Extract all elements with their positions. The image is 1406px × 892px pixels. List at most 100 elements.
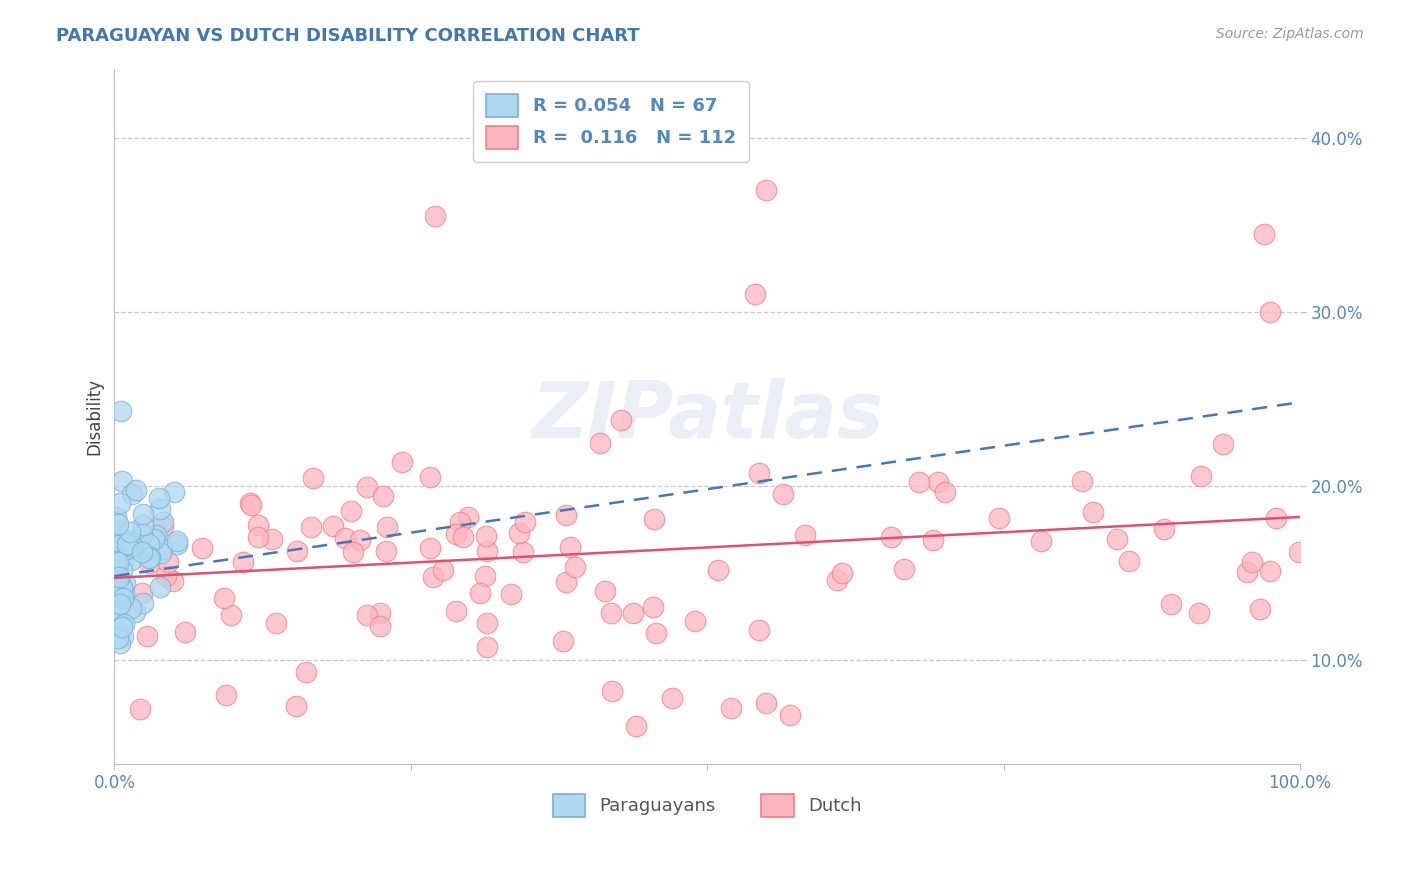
Point bbox=[115, 537, 138, 551]
Point bbox=[624, 718, 647, 732]
Point bbox=[368, 618, 391, 632]
Point bbox=[501, 587, 523, 601]
Point bbox=[108, 569, 131, 583]
Point bbox=[512, 545, 534, 559]
Point bbox=[1249, 602, 1271, 616]
Point bbox=[105, 530, 128, 544]
Point bbox=[551, 634, 574, 648]
Point bbox=[150, 541, 173, 556]
Point bbox=[247, 518, 270, 533]
Point bbox=[422, 570, 444, 584]
Point bbox=[1118, 554, 1140, 568]
Point bbox=[132, 596, 155, 610]
Point bbox=[105, 585, 128, 599]
Point bbox=[934, 484, 956, 499]
Point bbox=[111, 563, 134, 577]
Point bbox=[107, 632, 129, 646]
Point bbox=[1107, 532, 1129, 546]
Point bbox=[124, 606, 146, 620]
Point bbox=[589, 436, 612, 450]
Point bbox=[475, 529, 498, 543]
Point bbox=[166, 533, 188, 548]
Point bbox=[107, 555, 129, 569]
Point bbox=[108, 538, 131, 552]
Point bbox=[104, 607, 127, 622]
Point bbox=[744, 287, 766, 301]
Point bbox=[707, 563, 730, 577]
Point bbox=[132, 526, 155, 541]
Point bbox=[368, 606, 391, 620]
Point bbox=[391, 455, 413, 469]
Point bbox=[162, 574, 184, 588]
Point bbox=[138, 551, 160, 566]
Point bbox=[135, 544, 157, 558]
Point bbox=[117, 534, 139, 549]
Point bbox=[148, 491, 170, 505]
Point bbox=[554, 575, 576, 590]
Point bbox=[825, 573, 848, 587]
Point bbox=[155, 569, 177, 583]
Point bbox=[1264, 511, 1286, 525]
Point bbox=[374, 544, 396, 558]
Point bbox=[149, 502, 172, 516]
Point bbox=[555, 508, 578, 522]
Point bbox=[111, 584, 134, 599]
Y-axis label: Disability: Disability bbox=[86, 377, 103, 455]
Point bbox=[120, 553, 142, 567]
Point bbox=[232, 555, 254, 569]
Point bbox=[240, 498, 263, 512]
Point bbox=[475, 616, 498, 631]
Point bbox=[755, 183, 778, 197]
Point bbox=[174, 624, 197, 639]
Point bbox=[779, 708, 801, 723]
Point bbox=[139, 549, 162, 564]
Text: PARAGUAYAN VS DUTCH DISABILITY CORRELATION CHART: PARAGUAYAN VS DUTCH DISABILITY CORRELATI… bbox=[56, 27, 640, 45]
Point bbox=[214, 688, 236, 702]
Point bbox=[641, 599, 664, 614]
Point bbox=[129, 702, 152, 716]
Point bbox=[105, 524, 128, 538]
Point bbox=[1260, 305, 1282, 319]
Point bbox=[191, 541, 214, 556]
Point bbox=[111, 591, 134, 606]
Point bbox=[508, 526, 530, 541]
Point bbox=[748, 467, 770, 481]
Point bbox=[457, 510, 479, 524]
Point bbox=[260, 532, 283, 546]
Point bbox=[1258, 564, 1281, 578]
Point bbox=[927, 475, 949, 489]
Point bbox=[131, 526, 153, 541]
Point bbox=[477, 544, 499, 558]
Point bbox=[349, 533, 371, 548]
Point bbox=[371, 489, 394, 503]
Point bbox=[138, 537, 160, 551]
Point bbox=[110, 581, 132, 595]
Point bbox=[621, 606, 644, 620]
Point bbox=[136, 629, 159, 643]
Point bbox=[987, 511, 1010, 525]
Point bbox=[121, 539, 143, 553]
Point bbox=[104, 606, 127, 620]
Point bbox=[152, 515, 174, 529]
Point bbox=[1236, 566, 1258, 580]
Point bbox=[125, 483, 148, 497]
Point bbox=[444, 604, 467, 618]
Point bbox=[149, 580, 172, 594]
Point bbox=[593, 584, 616, 599]
Point bbox=[1288, 545, 1310, 559]
Point bbox=[922, 533, 945, 548]
Point bbox=[322, 518, 344, 533]
Point bbox=[114, 617, 136, 632]
Point bbox=[111, 620, 134, 634]
Point bbox=[451, 530, 474, 544]
Point bbox=[110, 584, 132, 599]
Point bbox=[107, 596, 129, 610]
Point bbox=[423, 209, 446, 223]
Point bbox=[419, 469, 441, 483]
Point bbox=[112, 629, 135, 643]
Point bbox=[301, 470, 323, 484]
Point bbox=[755, 696, 778, 710]
Point bbox=[645, 626, 668, 640]
Point bbox=[893, 562, 915, 576]
Point bbox=[121, 487, 143, 501]
